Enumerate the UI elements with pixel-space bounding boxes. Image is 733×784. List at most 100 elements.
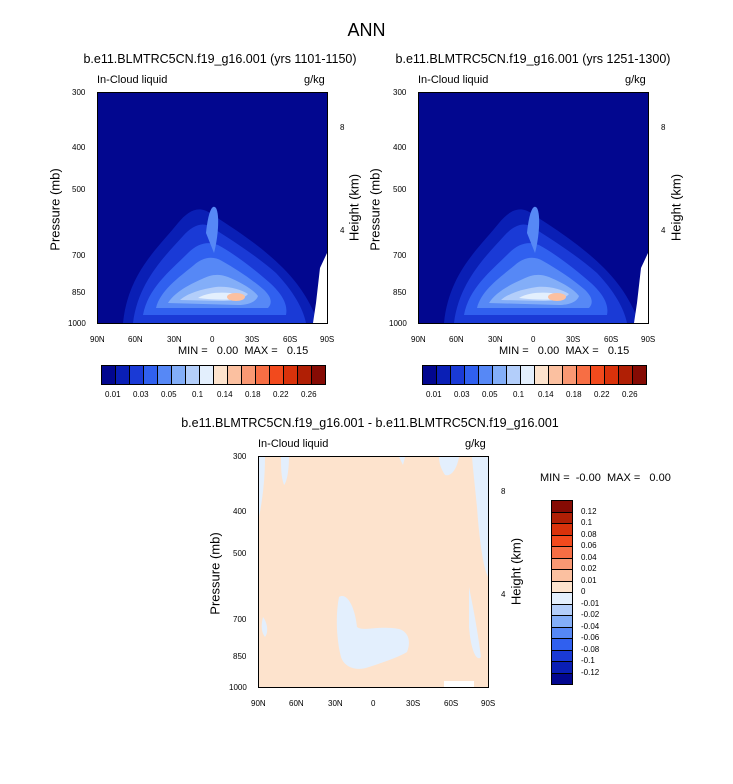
panel-3-y-axis-label: Pressure (mb)	[207, 532, 223, 615]
colorbar-swatch	[422, 365, 437, 385]
colorbar-swatch	[213, 365, 228, 385]
panel-3-xtick-60n: 60N	[289, 699, 304, 708]
colorbar-swatch	[185, 365, 200, 385]
panel-3-xtick-30s: 30S	[406, 699, 421, 708]
panel-1-min-max: MIN = 0.00 MAX = 0.15	[178, 345, 309, 357]
panel-2-xtick-0: 0	[531, 335, 536, 344]
colorbar-3-label-4: 0.04	[581, 553, 597, 562]
colorbar-swatch	[492, 365, 507, 385]
panel-2-y2tick-4: 4	[661, 226, 666, 235]
panel-2-variable-label: In-Cloud liquid	[418, 74, 489, 86]
panel-3-xtick-90s: 90S	[481, 699, 496, 708]
colorbar-2-label-1: 0.03	[454, 390, 470, 399]
panel-2-units-label: g/kg	[625, 74, 646, 86]
colorbar-swatch	[618, 365, 633, 385]
panel-1-xtick-30n: 30N	[167, 335, 182, 344]
panel-3-ytick-400: 400	[233, 507, 247, 516]
panel-3-ytick-1000: 1000	[229, 683, 247, 692]
panel-3-ytick-700: 700	[233, 615, 247, 624]
panel-1-y-axis-label: Pressure (mb)	[47, 168, 63, 251]
colorbar-swatch	[478, 365, 493, 385]
panel-2-xtick-60s: 60S	[604, 335, 619, 344]
panel-1-y2tick-4: 4	[340, 226, 345, 235]
panel-3-y2tick-4: 4	[501, 590, 506, 599]
panel-2-y2tick-8: 8	[661, 123, 666, 132]
colorbar-swatch	[562, 365, 577, 385]
colorbar-3-label-10: -0.04	[581, 622, 600, 631]
colorbar-1-label-2: 0.05	[161, 390, 177, 399]
colorbar-swatch	[283, 365, 298, 385]
colorbar-2-label-0: 0.01	[426, 390, 442, 399]
panel-3-contour-svg	[259, 457, 488, 687]
colorbar-3-label-12: -0.08	[581, 645, 600, 654]
colorbar-1-label-0: 0.01	[105, 390, 121, 399]
panel-2-xtick-30s: 30S	[566, 335, 581, 344]
panel-2-xtick-90n: 90N	[411, 335, 426, 344]
panel-1-plot-area	[97, 92, 328, 324]
panel-3-ytick-500: 500	[233, 549, 247, 558]
colorbar-swatch	[506, 365, 521, 385]
panel-1-xtick-0: 0	[210, 335, 215, 344]
panel-2-y-axis-label: Pressure (mb)	[367, 168, 383, 251]
panel-1-ytick-700: 700	[72, 251, 86, 260]
colorbar-swatch	[632, 365, 647, 385]
panel-3-y2-axis-label: Height (km)	[508, 537, 524, 606]
colorbar-swatch	[199, 365, 214, 385]
panel-1-title: b.e11.BLMTRC5CN.f19_g16.001 (yrs 1101-11…	[83, 52, 357, 66]
colorbar-swatch	[157, 365, 172, 385]
colorbar-1-label-4: 0.14	[217, 390, 233, 399]
colorbar-swatch	[450, 365, 465, 385]
panel-1-ytick-500: 500	[72, 185, 86, 194]
panel-1-ytick-300: 300	[72, 88, 86, 97]
panel-2-title: b.e11.BLMTRC5CN.f19_g16.001 (yrs 1251-13…	[395, 52, 671, 66]
panel-1-variable-label: In-Cloud liquid	[97, 74, 168, 86]
colorbar-3-label-11: -0.06	[581, 633, 600, 642]
colorbar-swatch	[576, 365, 591, 385]
colorbar-swatch	[227, 365, 242, 385]
colorbar-2-label-6: 0.22	[594, 390, 610, 399]
panel-2-ytick-400: 400	[393, 143, 407, 152]
colorbar-swatch	[534, 365, 549, 385]
panel-3-xtick-90n: 90N	[251, 699, 266, 708]
panel-2-ytick-300: 300	[393, 88, 407, 97]
panel-3-y2tick-8: 8	[501, 487, 506, 496]
panel-3-ytick-850: 850	[233, 652, 247, 661]
panel-3-title: b.e11.BLMTRC5CN.f19_g16.001 - b.e11.BLMT…	[181, 416, 559, 430]
panel-1-y2-axis-label: Height (km)	[346, 173, 362, 242]
panel-2-ytick-700: 700	[393, 251, 407, 260]
colorbar-swatch	[604, 365, 619, 385]
colorbar-swatch	[143, 365, 158, 385]
colorbar-3-label-13: -0.1	[581, 656, 595, 665]
panel-1-units-label: g/kg	[304, 74, 325, 86]
panel-1-ytick-850: 850	[72, 288, 86, 297]
colorbar-3-label-9: -0.02	[581, 610, 600, 619]
panel-1-ytick-400: 400	[72, 143, 86, 152]
panel-2-contour-svg	[419, 93, 648, 323]
panel-3-plot-area	[258, 456, 489, 688]
panel-1-xtick-60n: 60N	[128, 335, 143, 344]
colorbar-swatch	[101, 365, 116, 385]
colorbar-3-label-8: -0.01	[581, 599, 600, 608]
panel-3-xtick-60s: 60S	[444, 699, 459, 708]
panel-2-plot-area	[418, 92, 649, 324]
colorbar-swatch	[241, 365, 256, 385]
colorbar-swatch	[520, 365, 535, 385]
colorbar-2-label-3: 0.1	[513, 390, 525, 399]
panel-2-ytick-500: 500	[393, 185, 407, 194]
panel-2-xtick-60n: 60N	[449, 335, 464, 344]
colorbar-1-label-1: 0.03	[133, 390, 149, 399]
colorbar-swatch	[129, 365, 144, 385]
colorbar-3	[551, 500, 573, 685]
colorbar-2-label-7: 0.26	[622, 390, 638, 399]
panel-3-min-max: MIN = -0.00 MAX = 0.00	[540, 472, 671, 484]
panel-2-ytick-1000: 1000	[389, 319, 407, 328]
colorbar-3-label-6: 0.01	[581, 576, 597, 585]
panel-3-xtick-0: 0	[371, 699, 376, 708]
colorbar-3-label-2: 0.08	[581, 530, 597, 539]
colorbar-swatch	[436, 365, 451, 385]
colorbar-1-label-6: 0.22	[273, 390, 289, 399]
panel-1-xtick-90s: 90S	[320, 335, 335, 344]
panel-2-min-max: MIN = 0.00 MAX = 0.15	[499, 345, 630, 357]
colorbar-1-label-5: 0.18	[245, 390, 261, 399]
panel-1-xtick-90n: 90N	[90, 335, 105, 344]
